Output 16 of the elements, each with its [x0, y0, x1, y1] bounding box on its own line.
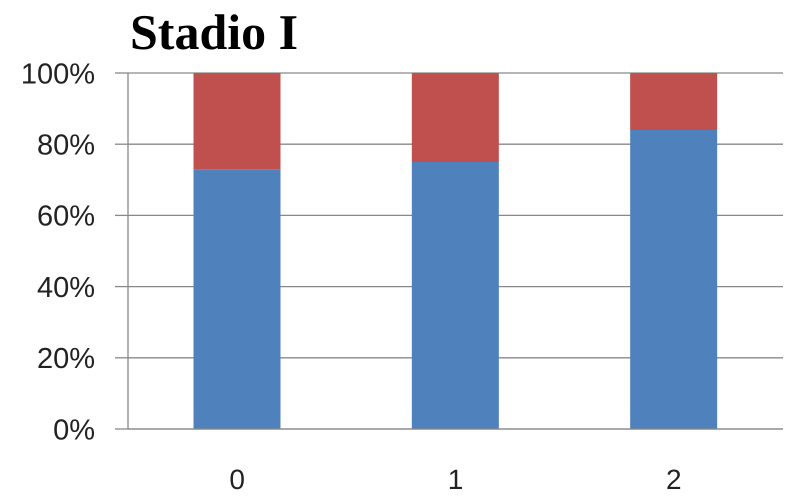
- y-tick-label: 80%: [36, 129, 95, 162]
- y-tick-label: 20%: [36, 343, 95, 376]
- bar: [194, 169, 280, 429]
- x-tick-label: 0: [229, 464, 245, 495]
- y-tick-label: 40%: [36, 272, 95, 304]
- chart-title: Stadio I: [130, 3, 298, 62]
- bar: [412, 73, 499, 162]
- bar: [412, 162, 499, 429]
- y-tick-label: 0%: [53, 414, 95, 446]
- y-tick-label: 60%: [36, 200, 95, 233]
- x-tick-label: 1: [448, 464, 464, 495]
- bar: [630, 130, 718, 429]
- bar: [194, 73, 280, 170]
- x-tick-label: 2: [666, 464, 682, 495]
- y-tick-label: 100%: [20, 58, 95, 90]
- bar: [630, 73, 718, 130]
